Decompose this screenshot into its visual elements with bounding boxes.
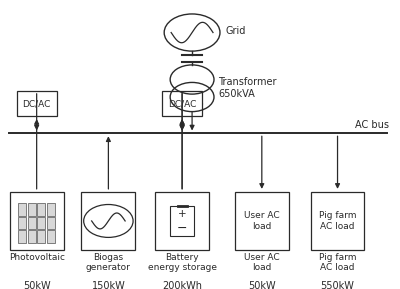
Text: Battery
energy storage: Battery energy storage bbox=[148, 253, 217, 272]
Bar bbox=[18, 217, 26, 229]
Bar bbox=[28, 203, 36, 216]
Bar bbox=[18, 230, 26, 243]
Bar bbox=[47, 230, 55, 243]
Bar bbox=[17, 91, 56, 116]
Text: 50kW: 50kW bbox=[248, 281, 276, 289]
Text: DC/AC: DC/AC bbox=[168, 99, 196, 108]
Bar bbox=[170, 206, 194, 236]
Text: 200kWh: 200kWh bbox=[162, 281, 202, 289]
Text: −: − bbox=[177, 222, 187, 235]
Text: AC bus: AC bus bbox=[355, 120, 389, 130]
Bar bbox=[235, 192, 289, 250]
Bar bbox=[162, 91, 202, 116]
Text: 50kW: 50kW bbox=[23, 281, 50, 289]
Text: +: + bbox=[178, 209, 186, 219]
Bar bbox=[155, 192, 209, 250]
Bar bbox=[28, 230, 36, 243]
Text: Photovoltaic: Photovoltaic bbox=[9, 253, 65, 262]
Text: 550kW: 550kW bbox=[320, 281, 354, 289]
Bar bbox=[10, 192, 64, 250]
Bar bbox=[311, 192, 364, 250]
Text: Biogas
generator: Biogas generator bbox=[86, 253, 131, 272]
Bar bbox=[18, 203, 26, 216]
Text: 150kW: 150kW bbox=[92, 281, 125, 289]
Bar bbox=[82, 192, 135, 250]
Text: User AC
load: User AC load bbox=[244, 253, 280, 272]
Text: User AC
load: User AC load bbox=[244, 211, 280, 231]
Bar bbox=[28, 217, 36, 229]
Text: Pig farm
AC load: Pig farm AC load bbox=[319, 253, 356, 272]
Text: Transformer
650kVA: Transformer 650kVA bbox=[218, 77, 276, 99]
Bar bbox=[47, 217, 55, 229]
Bar bbox=[38, 230, 46, 243]
Bar bbox=[47, 203, 55, 216]
Bar bbox=[38, 203, 46, 216]
Bar bbox=[38, 217, 46, 229]
Text: DC/AC: DC/AC bbox=[22, 99, 51, 108]
Text: Grid: Grid bbox=[226, 26, 246, 36]
Text: Pig farm
AC load: Pig farm AC load bbox=[319, 211, 356, 231]
